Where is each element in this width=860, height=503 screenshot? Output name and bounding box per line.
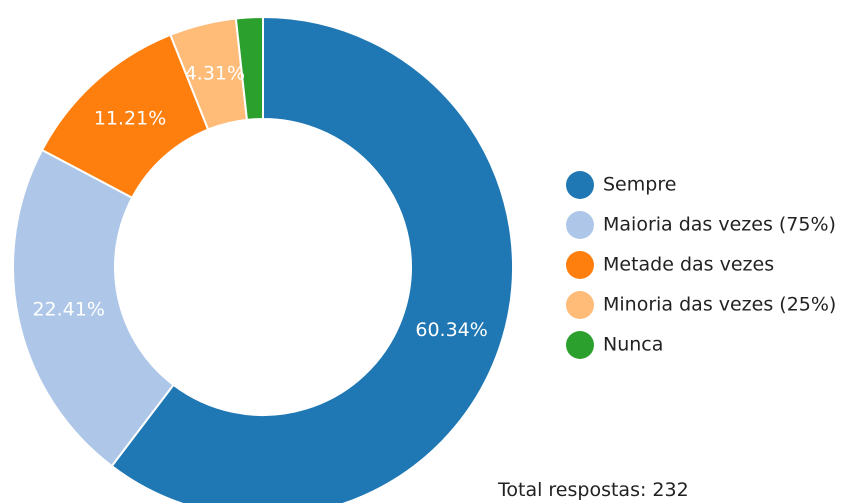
donut-slice: [110, 15, 514, 503]
legend-marker: [566, 211, 594, 239]
legend-marker: [566, 331, 594, 359]
legend-marker: [566, 171, 594, 199]
data-label: 11.21%: [94, 107, 166, 129]
legend-label: Metade das vezes: [603, 254, 774, 276]
donut-slice: [12, 148, 175, 468]
data-label: 4.31%: [185, 62, 245, 84]
donut-slice: [234, 15, 264, 121]
legend-label: Nunca: [603, 334, 663, 356]
data-label: 60.34%: [415, 319, 487, 341]
total-text: Total respostas: 232: [497, 479, 689, 501]
legend-marker: [566, 251, 594, 279]
total-value: 232: [652, 479, 688, 501]
legend-label: Sempre: [603, 174, 676, 196]
legend-label: Minoria das vezes (25%): [603, 294, 836, 316]
legend-marker: [566, 291, 594, 319]
total-label: Total respostas:: [497, 479, 646, 501]
data-label: 22.41%: [32, 298, 104, 320]
legend-label: Maioria das vezes (75%): [603, 214, 836, 236]
